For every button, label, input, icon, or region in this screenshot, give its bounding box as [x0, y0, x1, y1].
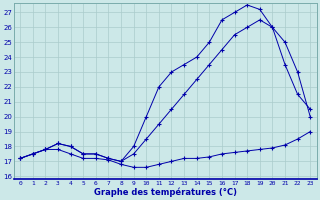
X-axis label: Graphe des températures (°C): Graphe des températures (°C): [94, 187, 237, 197]
